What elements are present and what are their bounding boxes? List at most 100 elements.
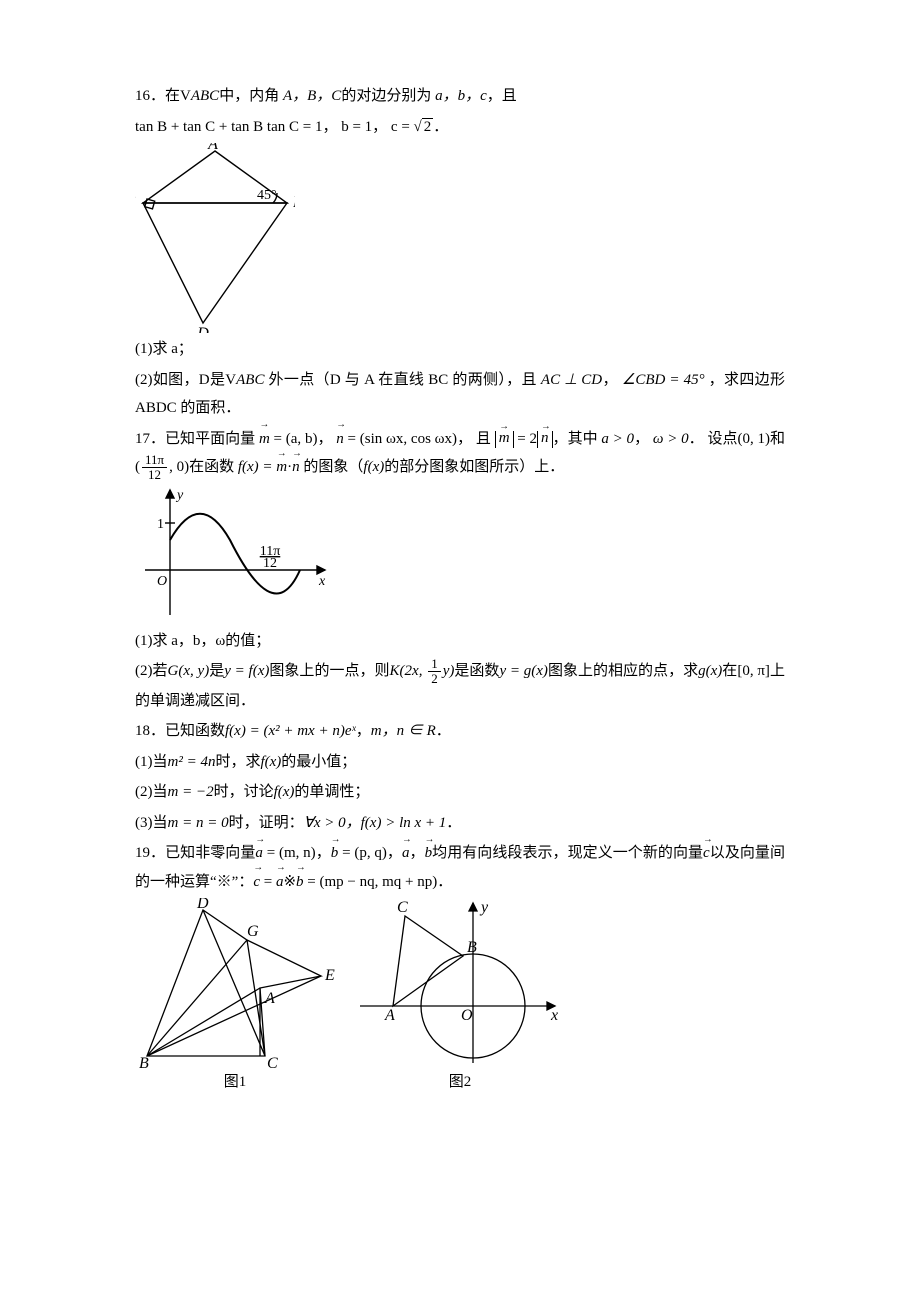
fx: f(x)	[274, 784, 295, 800]
abc: ABC	[191, 88, 219, 104]
vb2: b	[425, 839, 433, 868]
B: B	[467, 939, 477, 956]
t: (2)当	[135, 784, 168, 800]
vec-b: b	[331, 839, 339, 868]
t: 图象上的一点，则	[269, 663, 389, 679]
p17-figure: y x 1 O 11π 12	[135, 485, 335, 625]
tri: V	[225, 372, 236, 388]
t: 的部分图象如图所示）上．	[384, 459, 564, 475]
mag: = 2	[514, 431, 538, 447]
p17-q1: (1)求 a，b，ω的值；	[135, 627, 785, 656]
t: 17．已知平面向量	[135, 431, 255, 447]
t: 的最小值；	[281, 754, 356, 770]
xl: x	[318, 574, 326, 589]
c: m² = 4n	[168, 754, 216, 770]
fig2-cap: 图2	[355, 1068, 565, 1097]
C: C	[397, 899, 408, 916]
int: [0, π]	[737, 663, 770, 679]
p17-line1: 17．已知平面向量 m = (a, b)， n = (sin ωx, cos ω…	[135, 425, 785, 483]
t: (3)当	[135, 815, 168, 831]
rad: 2	[422, 118, 434, 135]
abs-n: n	[537, 431, 553, 448]
perp: AC ⊥ CD	[541, 372, 602, 388]
p18-q3: (3)当m = n = 0时，证明：∀x > 0，f(x) > ln x + 1…	[135, 809, 785, 838]
t: 时，证明：	[229, 815, 304, 831]
angles: A，B，C	[283, 88, 341, 104]
K: K(2x,	[390, 663, 427, 679]
ang: ∠CBD = 45°	[622, 372, 705, 388]
vec-c: c	[703, 839, 710, 868]
p16-eq: tan B + tan C + tan B tan C = 1， b = 1， …	[135, 119, 414, 135]
lblD: D	[196, 325, 209, 333]
text: 中，内角	[219, 88, 279, 104]
p16-line2: tan B + tan C + tan B tan C = 1， b = 1， …	[135, 113, 785, 142]
fx: f(x)	[363, 459, 384, 475]
t: 是	[209, 663, 224, 679]
t: 图象上的相应的点，求	[548, 663, 698, 679]
t: (2)若	[135, 663, 168, 679]
t: 在函数	[189, 459, 234, 475]
pt1: (0, 1)	[738, 431, 771, 447]
fx: f(x)	[260, 754, 281, 770]
p19-intro: 19．已知非零向量a = (m, n)，b = (p, q)，a，b均用有向线段…	[135, 839, 785, 896]
t: 的图象（	[303, 459, 363, 475]
c: m = n = 0	[168, 815, 229, 831]
w0: ω > 0	[653, 431, 689, 447]
d: 2	[428, 672, 441, 686]
sqrt2: 2	[414, 113, 434, 142]
t: ，	[602, 372, 618, 388]
p: ．	[437, 874, 452, 890]
vc2: c	[253, 868, 260, 897]
p16-q1: (1)求 a；	[135, 335, 785, 364]
t: 且	[476, 431, 491, 447]
td: 12	[263, 556, 277, 571]
sides: a，b，c	[435, 88, 487, 104]
text: 16．在	[135, 88, 180, 104]
t: 外一点（D 与 A 在直线 BC 的两侧），且	[269, 372, 537, 388]
lblA: A	[207, 143, 218, 153]
E: E	[324, 967, 335, 984]
p19-figures: A B C D E G 图1 A B C O x	[135, 898, 785, 1097]
n: 1	[428, 657, 441, 672]
op: ※	[283, 874, 296, 890]
t: (2)如图，D是	[135, 372, 225, 388]
t: 均用有向线段表示，现定义一个新的向量	[432, 845, 703, 861]
one: 1	[157, 517, 164, 532]
p16-q2: (2)如图，D是VABC 外一点（D 与 A 在直线 BC 的两侧），且 AC …	[135, 366, 785, 423]
p18-q2: (2)当m = −2时，讨论f(x)的单调性；	[135, 778, 785, 807]
t: (1)当	[135, 754, 168, 770]
G: G	[247, 923, 259, 940]
yl: y	[175, 488, 184, 503]
t: 和	[770, 431, 785, 447]
B: B	[139, 1055, 149, 1068]
a0: a > 0	[601, 431, 634, 447]
lblB: B	[293, 194, 295, 211]
vb3: b	[296, 868, 304, 897]
p17-q2: (2)若G(x, y)是y = f(x)图象上的一点，则K(2x, 12y)是函…	[135, 657, 785, 715]
va2: a	[402, 839, 410, 868]
text: ，且	[487, 88, 517, 104]
A: A	[384, 1007, 395, 1024]
half: 12	[428, 657, 441, 687]
t: ，其中	[553, 431, 598, 447]
t: ．	[446, 815, 461, 831]
p19-fig2: A B C O x y	[355, 898, 565, 1068]
x: x	[550, 1007, 558, 1024]
t: 在	[722, 663, 737, 679]
yfx: y = f(x)	[224, 663, 269, 679]
eq: =	[260, 874, 276, 890]
fig1-cap: 图1	[135, 1068, 335, 1097]
c: m = −2	[168, 784, 214, 800]
beq: = (p, q)，	[338, 845, 402, 861]
p19-fig1: A B C D E G	[135, 898, 335, 1068]
triangle-sym: V	[180, 88, 191, 104]
p16-line1: 16．在VABC中，内角 A，B，C的对边分别为 a，b，c，且	[135, 82, 785, 111]
p18-q1: (1)当m² = 4n时，求f(x)的最小值；	[135, 748, 785, 777]
mn: m，n ∈ R	[371, 723, 436, 739]
t: ．	[689, 431, 704, 447]
t: 是函数	[454, 663, 499, 679]
opdef: = (mp − nq, mq + np)	[304, 874, 438, 890]
fd: f(x) = (x² + mx + n)eˣ	[225, 723, 356, 739]
fa: ∀x > 0，	[304, 815, 361, 831]
vnn: n	[292, 453, 300, 482]
